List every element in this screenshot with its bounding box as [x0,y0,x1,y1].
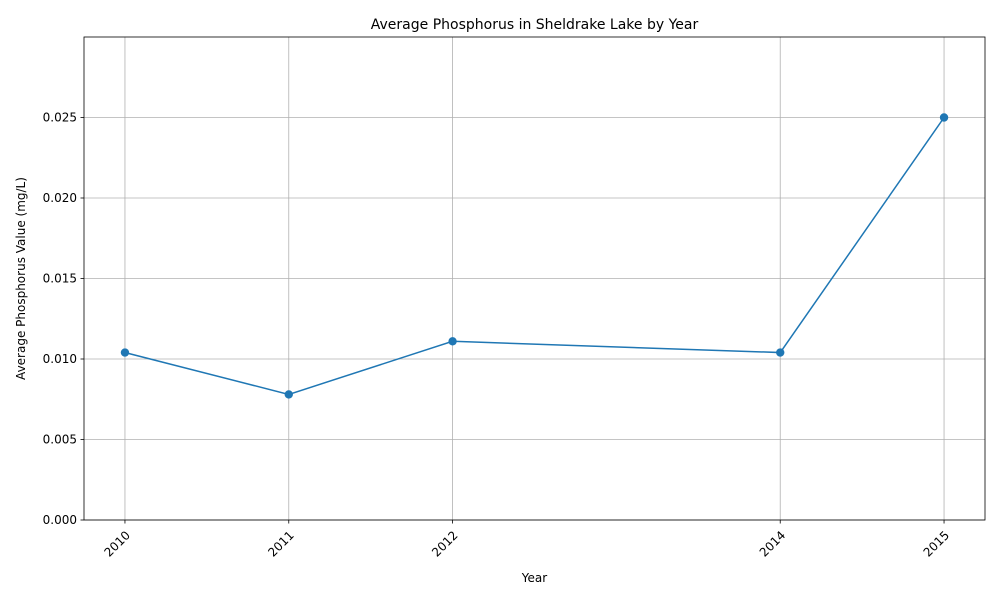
y-tick-label: 0.000 [43,513,77,527]
chart-title: Average Phosphorus in Sheldrake Lake by … [371,17,699,33]
x-tick-label: 2012 [429,528,460,559]
series-line [124,117,945,396]
y-tick-label: 0.025 [43,111,77,125]
series-layer [120,113,949,399]
x-tick-label: 2015 [921,528,952,559]
grid [84,37,985,521]
y-tick-label: 0.005 [43,433,77,447]
y-tick-label: 0.010 [43,352,77,366]
y-tick-label: 0.020 [43,191,77,205]
data-point [776,348,785,357]
data-point [939,113,949,122]
data-point [284,390,293,399]
x-tick-label: 2010 [102,528,133,559]
x-tick-label: 2011 [265,528,296,559]
x-axis-label: Year [521,571,547,585]
x-tick-label: 2014 [757,528,788,559]
y-axis: 0.000 0.005 0.010 0.015 0.020 0.025 [43,111,84,527]
data-point [120,348,130,357]
data-point [448,337,457,346]
x-axis: 2010 2011 2012 2014 2015 [102,520,952,560]
y-axis-label: Average Phosphorus Value (mg/L) [14,177,28,380]
y-tick-label: 0.015 [43,272,77,286]
